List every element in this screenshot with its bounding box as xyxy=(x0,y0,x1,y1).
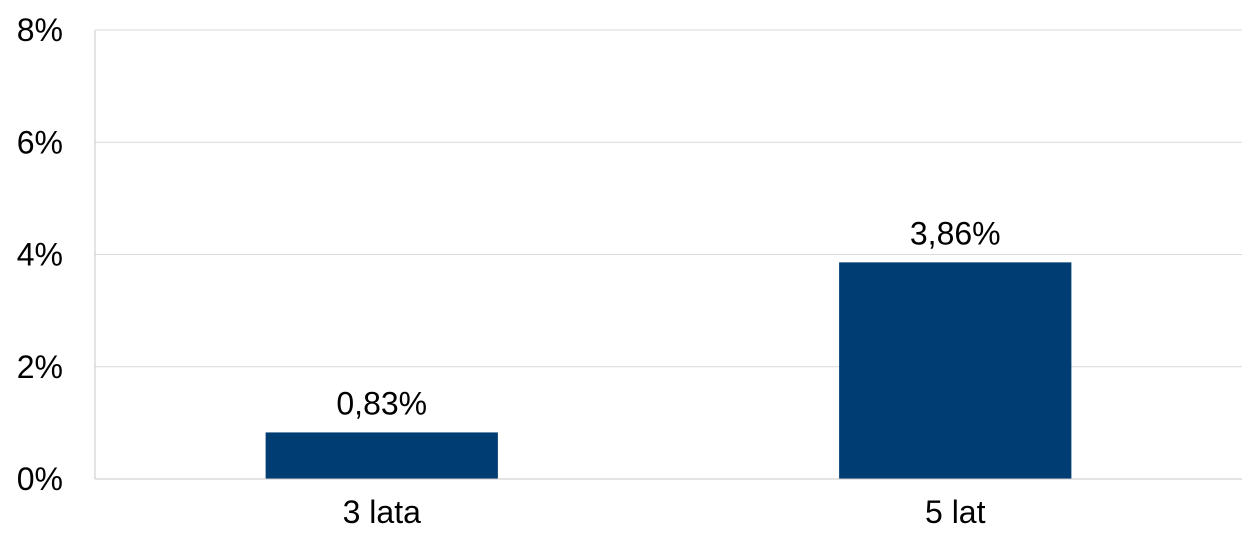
y-tick-label: 6% xyxy=(17,124,63,160)
y-tick-label: 0% xyxy=(17,461,63,497)
y-tick-label: 8% xyxy=(17,12,63,48)
bar-1 xyxy=(839,262,1072,479)
data-label-0: 0,83% xyxy=(336,385,427,421)
x-tick-label-0: 3 lata xyxy=(343,494,421,530)
bars xyxy=(265,262,1072,479)
bar-0 xyxy=(265,432,498,479)
y-tick-label: 4% xyxy=(17,237,63,273)
data-label-1: 3,86% xyxy=(910,215,1001,251)
y-tick-label: 2% xyxy=(17,349,63,385)
x-tick-label-1: 5 lat xyxy=(925,494,986,530)
axes xyxy=(94,30,1242,480)
labels: 0% 2% 4% 6% 8% 0,83% 3 lata 3,86% 5 lat xyxy=(17,12,1001,530)
